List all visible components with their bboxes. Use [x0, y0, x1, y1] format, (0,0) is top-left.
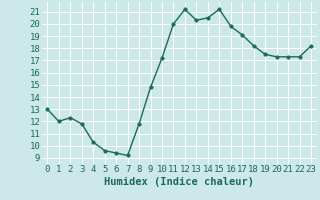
- X-axis label: Humidex (Indice chaleur): Humidex (Indice chaleur): [104, 177, 254, 187]
